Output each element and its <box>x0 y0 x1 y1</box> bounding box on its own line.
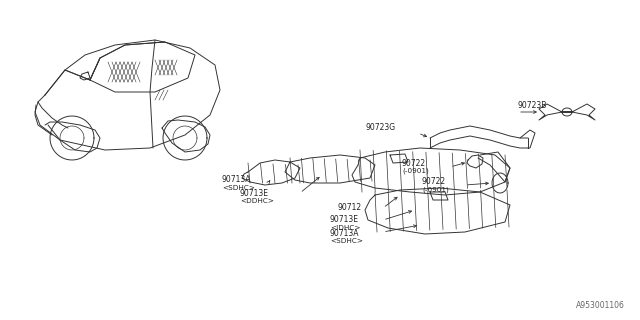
Text: <SDHC>: <SDHC> <box>222 185 255 191</box>
Text: (-0901): (-0901) <box>422 187 449 193</box>
Text: 90723B: 90723B <box>518 100 547 109</box>
Text: A953001106: A953001106 <box>576 301 625 310</box>
Text: 90713E: 90713E <box>240 188 269 197</box>
Text: <DDHC>: <DDHC> <box>240 198 274 204</box>
Text: 90713A: 90713A <box>330 228 360 237</box>
Text: 90712: 90712 <box>337 204 361 212</box>
Text: 90722: 90722 <box>422 178 446 187</box>
Text: 90713E: 90713E <box>330 215 359 225</box>
Text: <SDHC>: <SDHC> <box>330 238 363 244</box>
Text: 90713A: 90713A <box>222 175 252 185</box>
Text: 90722: 90722 <box>402 158 426 167</box>
Text: (-0901): (-0901) <box>402 168 429 174</box>
Text: 90723G: 90723G <box>365 124 395 132</box>
Text: <IDHC>: <IDHC> <box>330 225 360 231</box>
